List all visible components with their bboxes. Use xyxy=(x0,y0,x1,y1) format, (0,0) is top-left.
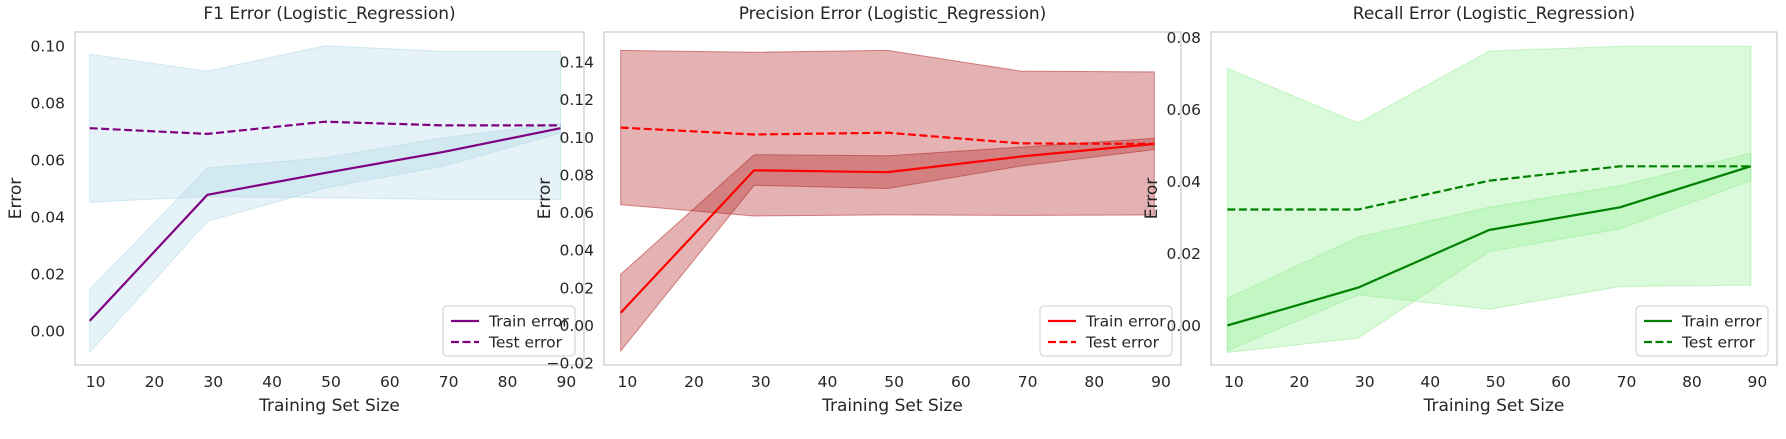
legend-label-train: Train error xyxy=(1681,313,1762,331)
y-tick-label: 0.08 xyxy=(30,95,65,113)
legend-box xyxy=(1039,305,1173,357)
y-tick-label: 0.08 xyxy=(559,166,594,184)
chart-title: Recall Error (Logistic_Regression) xyxy=(1353,4,1635,24)
x-tick-label: 70 xyxy=(1617,373,1637,391)
chart-title: F1 Error (Logistic_Regression) xyxy=(203,4,455,24)
legend-box xyxy=(1635,305,1769,357)
x-tick-label: 50 xyxy=(884,373,904,391)
legend-label-test: Test error xyxy=(488,334,563,352)
error-band-test xyxy=(89,45,561,203)
y-tick-label: 0.00 xyxy=(30,322,65,340)
series-line-train xyxy=(1227,165,1752,327)
plot-content xyxy=(88,45,561,354)
x-tick-label: 70 xyxy=(1018,373,1038,391)
legend-label-test: Test error xyxy=(1085,334,1160,352)
y-tick-label: 0.02 xyxy=(30,265,65,283)
x-tick-label: 30 xyxy=(1355,373,1375,391)
x-tick-label: 60 xyxy=(951,373,971,391)
y-tick-label: 0.04 xyxy=(559,242,594,260)
x-tick-label: 30 xyxy=(203,373,223,391)
x-tick-label: 10 xyxy=(86,373,106,391)
y-tick-label: 0.00 xyxy=(1166,317,1201,335)
y-tick-label: 0.00 xyxy=(559,317,594,335)
legend-label-train: Train error xyxy=(1085,313,1166,331)
x-tick-label: 40 xyxy=(818,373,838,391)
x-axis-label: Training Set Size xyxy=(821,396,963,416)
plot-content xyxy=(1226,45,1752,353)
y-tick-label: 0.12 xyxy=(559,91,594,109)
chart-panel-2: 10 20 30 40 50 60 70 80 90−0.020.000.020.040.060… xyxy=(535,4,1182,416)
x-tick-label: 10 xyxy=(617,373,637,391)
legend: Train error Test error xyxy=(442,305,576,357)
x-tick-label: 90 xyxy=(556,373,576,391)
y-axis-label: Error xyxy=(6,178,26,219)
x-tick-label: 90 xyxy=(1151,373,1171,391)
x-tick-label: 40 xyxy=(1420,373,1440,391)
legend-label-train: Train error xyxy=(488,313,569,331)
y-tick-label: 0.06 xyxy=(30,152,65,170)
y-axis-label: Error xyxy=(535,178,555,219)
x-tick-label: 80 xyxy=(498,373,518,391)
x-tick-label: 40 xyxy=(262,373,282,391)
x-tick-label: 80 xyxy=(1084,373,1104,391)
series-line-test xyxy=(89,120,561,135)
x-tick-label: 60 xyxy=(1551,373,1571,391)
series-line-test xyxy=(1227,165,1751,211)
x-tick-label: 50 xyxy=(321,373,341,391)
y-tick-label: 0.08 xyxy=(1166,29,1201,47)
legend-label-test: Test error xyxy=(1681,334,1756,352)
error-band-test xyxy=(1226,45,1752,352)
legend: Train error Test error xyxy=(1039,305,1173,357)
x-tick-label: 20 xyxy=(1289,373,1309,391)
x-axis-label: Training Set Size xyxy=(258,396,400,416)
legend: Train error Test error xyxy=(1635,305,1769,357)
y-tick-label: −0.02 xyxy=(547,355,595,373)
x-tick-label: 10 xyxy=(1224,373,1244,391)
x-tick-label: 60 xyxy=(380,373,400,391)
x-tick-label: 20 xyxy=(684,373,704,391)
y-tick-label: 0.06 xyxy=(559,204,594,222)
chart-title: Precision Error (Logistic_Regression) xyxy=(739,4,1047,24)
y-tick-label: 0.02 xyxy=(559,279,594,297)
x-tick-label: 50 xyxy=(1486,373,1506,391)
plot-content xyxy=(619,49,1155,353)
y-tick-label: 0.04 xyxy=(1166,173,1201,191)
y-tick-label: 0.06 xyxy=(1166,101,1201,119)
x-tick-label: 70 xyxy=(439,373,459,391)
y-tick-label: 0.04 xyxy=(30,209,65,227)
series-line-train xyxy=(619,142,1155,314)
y-tick-label: 0.10 xyxy=(559,129,594,147)
y-axis-label: Error xyxy=(1142,178,1162,219)
series-line-test xyxy=(620,126,1155,145)
x-axis-label: Training Set Size xyxy=(1423,396,1565,416)
y-tick-label: 0.14 xyxy=(559,54,594,72)
x-tick-label: 30 xyxy=(751,373,771,391)
x-tick-label: 90 xyxy=(1748,373,1768,391)
chart-panel-1: 10 20 30 40 50 60 70 80 90 0.00 0.02 0.04 0.06 0.08 0.… xyxy=(6,4,585,416)
series-line-train xyxy=(88,127,561,322)
y-tick-label: 0.02 xyxy=(1166,245,1201,263)
y-tick-label: 0.10 xyxy=(30,38,65,56)
x-tick-label: 20 xyxy=(145,373,165,391)
legend-box xyxy=(442,305,576,357)
chart-panel-3: 10 20 30 40 50 60 70 80 90 0.00 0.02 0.04 0.06 0.08 Re… xyxy=(1142,4,1778,416)
x-tick-label: 80 xyxy=(1682,373,1702,391)
